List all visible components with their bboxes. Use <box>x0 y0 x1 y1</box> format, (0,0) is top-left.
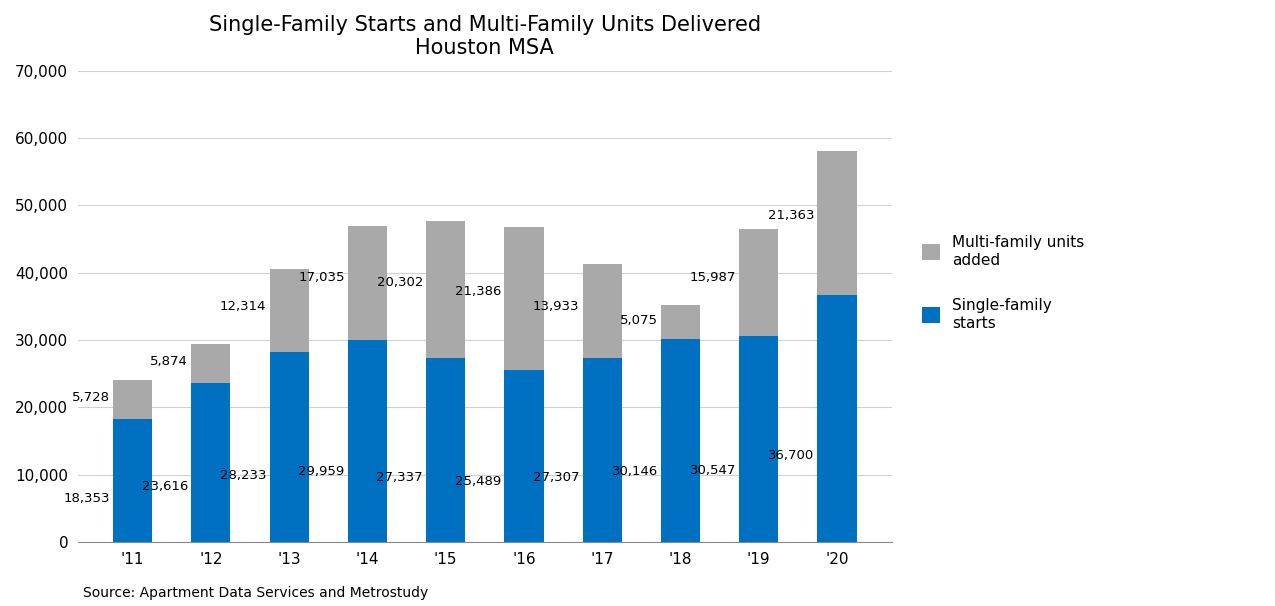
Text: 27,307: 27,307 <box>533 471 580 484</box>
Bar <box>583 264 622 358</box>
Bar <box>191 344 231 383</box>
Bar <box>660 305 700 339</box>
Text: 23,616: 23,616 <box>142 480 189 493</box>
Text: 15,987: 15,987 <box>690 271 736 284</box>
Text: 5,874: 5,874 <box>150 355 189 368</box>
Text: 17,035: 17,035 <box>298 271 344 284</box>
Text: 30,547: 30,547 <box>690 464 736 476</box>
Legend: Multi-family units
added, Single-family
starts: Multi-family units added, Single-family … <box>915 229 1091 337</box>
Text: 27,337: 27,337 <box>376 471 423 484</box>
Bar <box>191 383 231 542</box>
Bar <box>817 295 857 542</box>
Title: Single-Family Starts and Multi-Family Units Delivered
Houston MSA: Single-Family Starts and Multi-Family Un… <box>209 15 761 58</box>
Bar <box>583 358 622 542</box>
Text: 18,353: 18,353 <box>64 492 110 505</box>
Bar <box>348 225 388 341</box>
Text: 5,728: 5,728 <box>71 391 110 404</box>
Bar <box>426 221 465 358</box>
Text: 25,489: 25,489 <box>455 476 501 488</box>
Text: 12,314: 12,314 <box>221 300 266 313</box>
Bar <box>740 229 778 336</box>
Text: 28,233: 28,233 <box>221 469 266 482</box>
Text: 13,933: 13,933 <box>533 300 580 313</box>
Bar <box>817 152 857 295</box>
Text: 36,700: 36,700 <box>768 449 815 462</box>
Bar <box>348 341 388 542</box>
Bar <box>740 336 778 542</box>
Text: 21,363: 21,363 <box>768 210 815 222</box>
Text: 29,959: 29,959 <box>298 465 344 478</box>
Bar <box>426 358 465 542</box>
Text: Source: Apartment Data Services and Metrostudy: Source: Apartment Data Services and Metr… <box>83 586 428 600</box>
Text: 21,386: 21,386 <box>455 285 501 298</box>
Bar <box>113 419 152 542</box>
Bar <box>269 352 309 542</box>
Bar <box>660 339 700 542</box>
Bar <box>505 227 543 370</box>
Text: 30,146: 30,146 <box>612 465 658 478</box>
Text: 20,302: 20,302 <box>376 276 423 290</box>
Text: 5,075: 5,075 <box>620 314 658 327</box>
Bar <box>113 380 152 419</box>
Bar <box>505 370 543 542</box>
Bar <box>269 269 309 352</box>
